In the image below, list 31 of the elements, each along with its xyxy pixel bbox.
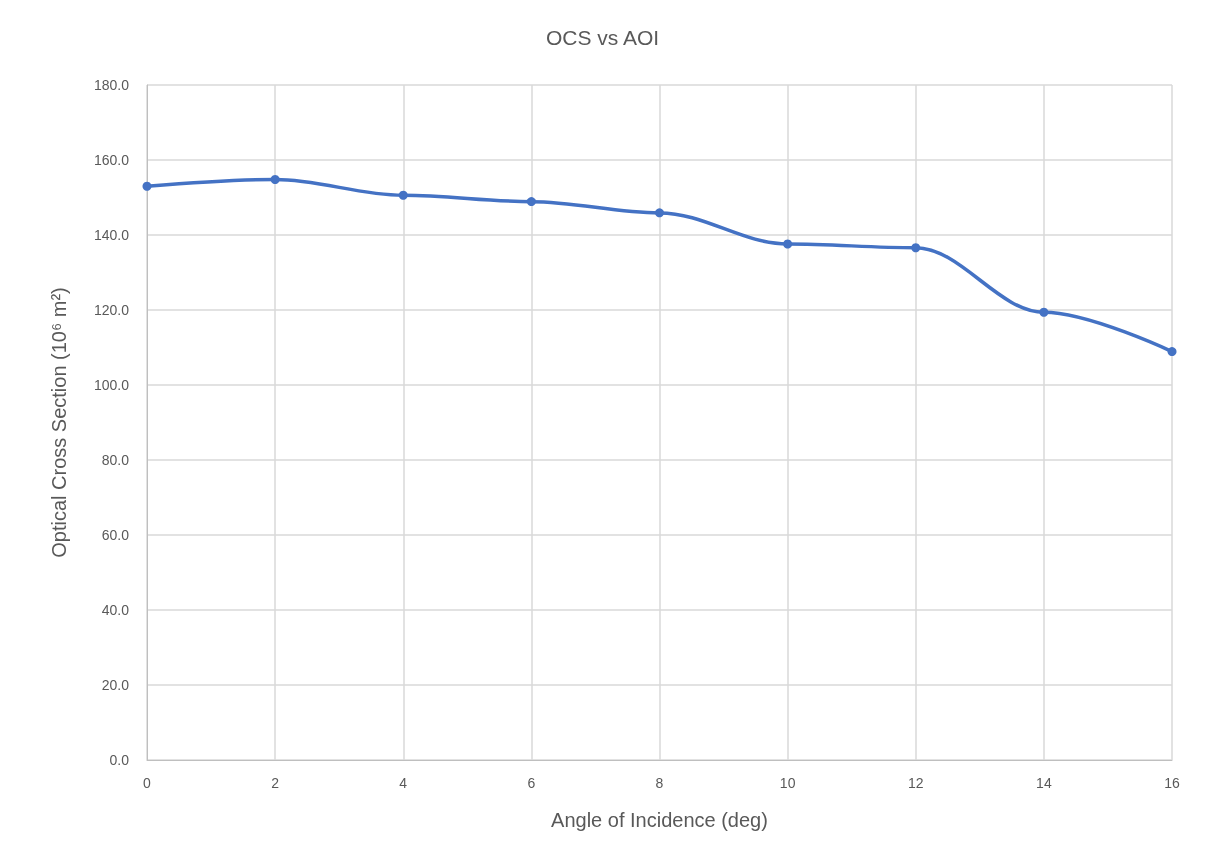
x-axis-title: Angle of Incidence (deg) — [551, 809, 768, 831]
point — [398, 190, 408, 200]
y-tick-label: 160.0 — [93, 152, 130, 168]
y-tick-label: 40.0 — [101, 602, 130, 618]
point — [655, 208, 664, 218]
x-tick-label: 12 — [907, 775, 924, 791]
x-tick-label: 16 — [1164, 775, 1180, 791]
y-tick-label: 140.0 — [93, 227, 130, 243]
point — [1167, 347, 1177, 357]
y-tick-label: 60.0 — [101, 527, 130, 543]
y-tick-label: 20.0 — [101, 677, 130, 693]
chart-title: OCS vs AOI — [545, 26, 660, 49]
point — [1039, 307, 1049, 317]
y-axis-title: Optical Cross Section (10⁶ m²) — [48, 287, 70, 558]
point — [526, 197, 536, 207]
x-tick-label: 8 — [655, 775, 664, 791]
point — [142, 181, 152, 191]
x-tick-label: 14 — [1036, 775, 1052, 791]
y-tick-label: 0.0 — [109, 752, 130, 768]
y-tick-label: 100.0 — [93, 377, 130, 393]
x-tick-label: 0 — [143, 775, 152, 791]
y-tick-label: 180.0 — [93, 77, 130, 93]
x-tick-label: 4 — [399, 775, 408, 791]
x-tick-label: 2 — [271, 775, 280, 791]
y-tick-label: 120.0 — [93, 302, 130, 318]
x-tick-label: 6 — [527, 775, 536, 791]
y-tick-label: 80.0 — [101, 452, 130, 468]
point — [911, 243, 921, 253]
x-tick-label: 10 — [779, 775, 796, 791]
point — [783, 239, 793, 249]
point — [270, 175, 280, 184]
